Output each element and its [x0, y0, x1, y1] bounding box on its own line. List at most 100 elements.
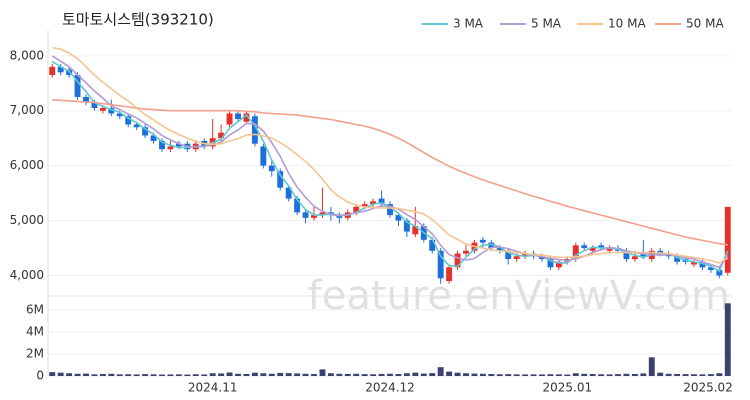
candle-body	[429, 239, 436, 251]
volume-bar	[530, 374, 537, 376]
volume-bar	[429, 373, 436, 376]
volume-bar	[724, 303, 731, 376]
y-tick-label: 6,000	[10, 158, 44, 172]
candle-body	[167, 146, 174, 150]
legend-label: 50 MA	[686, 17, 724, 31]
ma-line	[51, 55, 729, 269]
volume-bar	[564, 374, 571, 376]
volume-bar	[150, 374, 157, 376]
volume-bar	[83, 373, 89, 376]
volume-bar	[640, 373, 647, 376]
y-tick-label: 2M	[26, 346, 44, 360]
volume-bar	[657, 372, 664, 376]
candle-body	[370, 201, 377, 205]
volume-bar	[631, 374, 638, 376]
volume-bar	[674, 374, 681, 376]
candle-body	[505, 250, 512, 260]
y-tick-label: 5,000	[10, 213, 44, 227]
candle-body	[319, 212, 326, 216]
x-tick-label: 2025.01	[543, 381, 593, 395]
candle-body	[235, 113, 241, 119]
candle-body	[657, 250, 664, 254]
volume-bar	[277, 372, 284, 376]
volume-bar	[133, 374, 140, 376]
volume-bar	[648, 357, 655, 376]
candle-body	[108, 107, 115, 114]
candle-body	[555, 261, 562, 268]
volume-bar	[184, 374, 191, 376]
candle-body	[496, 248, 503, 251]
volume-bar	[572, 373, 579, 376]
candle-body	[99, 107, 106, 111]
volume-bar	[142, 374, 149, 376]
candle-body	[83, 97, 89, 103]
volume-bar	[74, 373, 81, 376]
volume-bar	[707, 374, 714, 376]
y-tick-label: 4,000	[10, 268, 44, 282]
volume-bar	[446, 371, 453, 376]
candle-body	[260, 146, 267, 166]
candle-body	[403, 220, 410, 232]
candle-body	[285, 187, 292, 199]
volume-bar	[344, 374, 351, 376]
volume-bar	[167, 374, 174, 376]
volume-bar	[175, 374, 182, 376]
candle-body	[454, 253, 461, 268]
candle-body	[463, 250, 469, 254]
x-tick-label: 2024.11	[188, 381, 238, 395]
volume-bar	[513, 374, 520, 376]
candle-body	[547, 259, 554, 268]
volume-bar	[311, 374, 317, 376]
y-tick-label: 8,000	[10, 48, 44, 62]
candle-body	[268, 165, 275, 172]
x-tick-label: 2025.02	[683, 381, 733, 395]
volume-bar	[201, 374, 208, 376]
candle-body	[175, 143, 182, 147]
candle-body	[691, 261, 697, 265]
candle-body	[395, 215, 402, 221]
volume-bar	[159, 374, 165, 376]
candle-body	[522, 253, 529, 257]
candle-body	[513, 256, 520, 260]
volume-bar	[235, 373, 241, 376]
legend-label: 10 MA	[608, 17, 646, 31]
volume-bar	[268, 373, 275, 376]
volume-bar	[395, 374, 402, 376]
volume-bar	[539, 374, 545, 376]
candle-body	[488, 242, 495, 249]
volume-bar	[496, 374, 503, 376]
candle-body	[91, 102, 98, 108]
x-tick-label: 2024.12	[365, 381, 415, 395]
volume-bar	[454, 372, 461, 376]
volume-bar	[463, 373, 469, 376]
volume-bar	[116, 374, 123, 376]
volume-bar	[488, 374, 495, 376]
candle-body	[361, 204, 368, 207]
candle-body	[294, 198, 301, 213]
volume-bar	[589, 374, 596, 376]
candle-body	[724, 206, 731, 273]
volume-bar	[682, 374, 689, 376]
candle-body	[277, 171, 284, 188]
candle-body	[159, 140, 165, 150]
ma-line	[52, 99, 728, 246]
volume-bar	[387, 373, 393, 376]
volume-bar	[226, 372, 233, 376]
volume-bar	[319, 369, 326, 376]
candle-body	[640, 253, 647, 257]
volume-bar	[361, 374, 368, 376]
candle-body	[623, 250, 630, 260]
volume-bar	[598, 374, 605, 376]
volume-bar	[57, 372, 64, 376]
volume-bar	[691, 374, 697, 376]
candle-body	[302, 212, 309, 218]
candle-body	[387, 204, 393, 216]
ma-line	[52, 46, 729, 264]
volume-bar	[420, 373, 427, 376]
y-tick-label: 7,000	[10, 103, 44, 117]
volume-bar	[209, 373, 216, 376]
volume-bar	[665, 373, 672, 376]
volume-bar	[218, 373, 225, 376]
candle-body	[479, 239, 486, 243]
